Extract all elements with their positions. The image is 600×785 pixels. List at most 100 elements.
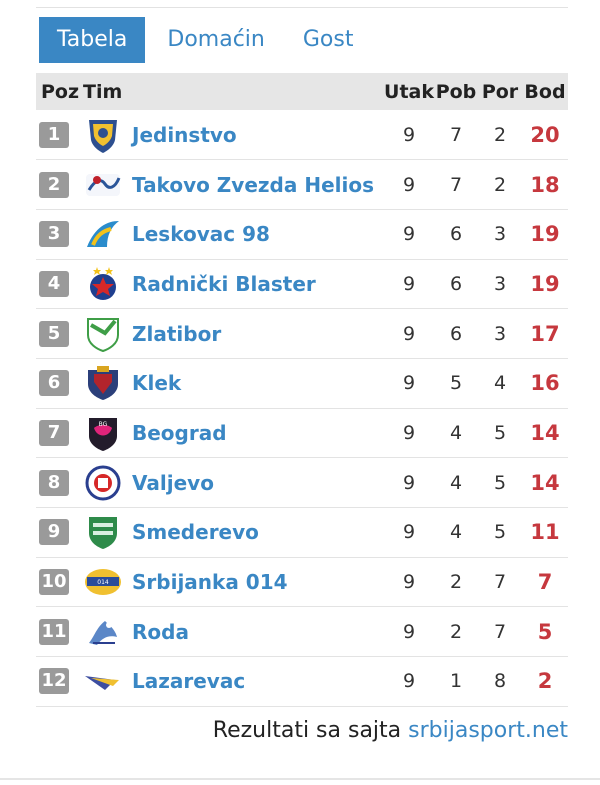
pob-cell: 6 bbox=[449, 322, 463, 345]
team-name-link[interactable]: Lazarevac bbox=[132, 669, 246, 694]
team-cell: Takovo Zvezda Helios bbox=[83, 160, 384, 210]
position-cell: 2 bbox=[36, 160, 83, 210]
points-cell: 19 bbox=[530, 222, 560, 247]
pob-cell: 6 bbox=[449, 223, 463, 246]
tab-gost[interactable]: Gost bbox=[302, 27, 354, 52]
header-pob[interactable]: Pob bbox=[435, 80, 477, 103]
position-cell: 9 bbox=[36, 508, 83, 558]
pob-cell: 5 bbox=[449, 372, 463, 395]
table-row[interactable]: 11 Roda 9 2 7 5 bbox=[36, 607, 568, 657]
lazarevac-logo-icon bbox=[83, 662, 123, 700]
position-badge: 7 bbox=[39, 419, 69, 446]
table-row[interactable]: 8 Valjevo 9 4 5 14 bbox=[36, 458, 568, 508]
team-cell: 014 Srbijanka 014 bbox=[83, 557, 384, 607]
table-header-row: Poz Tim Utak Pob Por Bod bbox=[36, 73, 568, 110]
position-cell: 10 bbox=[36, 557, 83, 607]
source-link[interactable]: srbijasport.net bbox=[408, 718, 568, 743]
table-row[interactable]: 6 Klek 9 5 4 16 bbox=[36, 358, 568, 409]
pob-cell: 1 bbox=[449, 670, 463, 693]
position-badge: 4 bbox=[39, 270, 69, 297]
table-row[interactable]: 9 Smederevo 9 4 5 11 bbox=[36, 508, 568, 558]
header-bod[interactable]: Bod bbox=[524, 80, 566, 103]
header-poz[interactable]: Poz bbox=[41, 80, 80, 103]
position-badge: 12 bbox=[39, 668, 69, 695]
utak-cell: 9 bbox=[402, 571, 416, 594]
team-name-link[interactable]: Zlatibor bbox=[132, 321, 222, 346]
points-cell: 18 bbox=[530, 172, 560, 197]
utak-cell: 9 bbox=[402, 670, 416, 693]
team-name-link[interactable]: Takovo Zvezda Helios bbox=[132, 172, 374, 197]
utak-cell: 9 bbox=[402, 272, 416, 295]
points-cell: 16 bbox=[530, 371, 560, 396]
position-badge: 1 bbox=[39, 121, 69, 148]
por-cell: 8 bbox=[493, 670, 507, 693]
zlatibor-logo-icon bbox=[83, 315, 123, 353]
header-utak[interactable]: Utak bbox=[384, 80, 434, 103]
valjevo-logo-icon bbox=[83, 464, 123, 502]
points-cell: 14 bbox=[530, 470, 560, 495]
table-row[interactable]: 2 Takovo Zvezda Helios 9 7 2 18 bbox=[36, 160, 568, 210]
por-cell: 5 bbox=[493, 521, 507, 544]
roda-logo-icon bbox=[83, 613, 123, 651]
team-name-link[interactable]: Leskovac 98 bbox=[132, 222, 270, 247]
table-row[interactable]: 10 014 Srbijanka 014 9 2 7 7 bbox=[36, 557, 568, 607]
smederevo-logo-icon bbox=[83, 513, 123, 551]
klek-logo-icon bbox=[83, 364, 123, 402]
por-cell: 2 bbox=[493, 173, 507, 196]
position-badge: 10 bbox=[39, 569, 69, 596]
utak-cell: 9 bbox=[402, 223, 416, 246]
table-row[interactable]: 1 Jedinstvo 9 7 2 20 bbox=[36, 110, 568, 160]
por-cell: 3 bbox=[493, 272, 507, 295]
por-cell: 7 bbox=[493, 571, 507, 594]
utak-cell: 9 bbox=[402, 421, 416, 444]
por-cell: 2 bbox=[493, 123, 507, 146]
team-name-link[interactable]: Smederevo bbox=[132, 520, 259, 545]
points-cell: 7 bbox=[537, 570, 553, 595]
team-name-link[interactable]: Srbijanka 014 bbox=[132, 570, 288, 595]
por-cell: 5 bbox=[493, 471, 507, 494]
position-cell: 12 bbox=[36, 657, 83, 707]
header-por[interactable]: Por bbox=[481, 80, 519, 103]
pob-cell: 7 bbox=[449, 123, 463, 146]
pob-cell: 6 bbox=[449, 272, 463, 295]
tab-tabela[interactable]: Tabela bbox=[39, 17, 146, 63]
header-tim[interactable]: Tim bbox=[83, 80, 123, 103]
utak-cell: 9 bbox=[402, 123, 416, 146]
team-name-link[interactable]: Klek bbox=[132, 371, 182, 396]
table-row[interactable]: 7 BG Beograd 9 4 5 14 bbox=[36, 408, 568, 458]
points-cell: 19 bbox=[530, 271, 560, 296]
standings-table: Poz Tim Utak Pob Por Bod 1 Jedinstvo 9 7 2 2 0… bbox=[36, 73, 568, 707]
position-cell: 6 bbox=[36, 358, 83, 408]
team-cell: BG Beograd bbox=[83, 408, 384, 458]
team-name-link[interactable]: Beograd bbox=[132, 420, 227, 445]
pob-cell: 4 bbox=[449, 471, 463, 494]
points-cell: 5 bbox=[537, 619, 553, 644]
por-cell: 4 bbox=[493, 372, 507, 395]
tab-bar: Tabela Domaćin Gost bbox=[39, 17, 353, 63]
por-cell: 5 bbox=[493, 421, 507, 444]
position-badge: 11 bbox=[39, 618, 69, 645]
team-name-link[interactable]: Jedinstvo bbox=[132, 122, 237, 147]
position-cell: 11 bbox=[36, 607, 83, 657]
position-cell: 4 bbox=[36, 259, 83, 309]
table-row[interactable]: 4 Radnički Blaster 9 6 3 19 bbox=[36, 259, 568, 309]
team-name-link[interactable]: Roda bbox=[132, 619, 189, 644]
team-cell: Leskovac 98 bbox=[83, 209, 384, 259]
position-badge: 6 bbox=[39, 370, 69, 397]
bottom-divider bbox=[0, 778, 600, 780]
table-row[interactable]: 3 Leskovac 98 9 6 3 19 bbox=[36, 209, 568, 260]
position-badge: 3 bbox=[39, 221, 69, 248]
table-row[interactable]: 5 Zlatibor 9 6 3 17 bbox=[36, 309, 568, 359]
position-cell: 7 bbox=[36, 408, 83, 458]
team-cell: Roda bbox=[83, 607, 384, 657]
team-cell: Lazarevac bbox=[83, 657, 384, 707]
takovo-logo-icon bbox=[83, 166, 123, 204]
team-name-link[interactable]: Radnički Blaster bbox=[132, 271, 316, 296]
pob-cell: 4 bbox=[449, 521, 463, 544]
table-row[interactable]: 12 Lazarevac 9 1 8 2 bbox=[36, 657, 568, 707]
pob-cell: 7 bbox=[449, 173, 463, 196]
por-cell: 7 bbox=[493, 620, 507, 643]
tab-domacin[interactable]: Domaćin bbox=[167, 27, 265, 52]
team-name-link[interactable]: Valjevo bbox=[132, 470, 214, 495]
svg-text:BG: BG bbox=[99, 421, 108, 428]
